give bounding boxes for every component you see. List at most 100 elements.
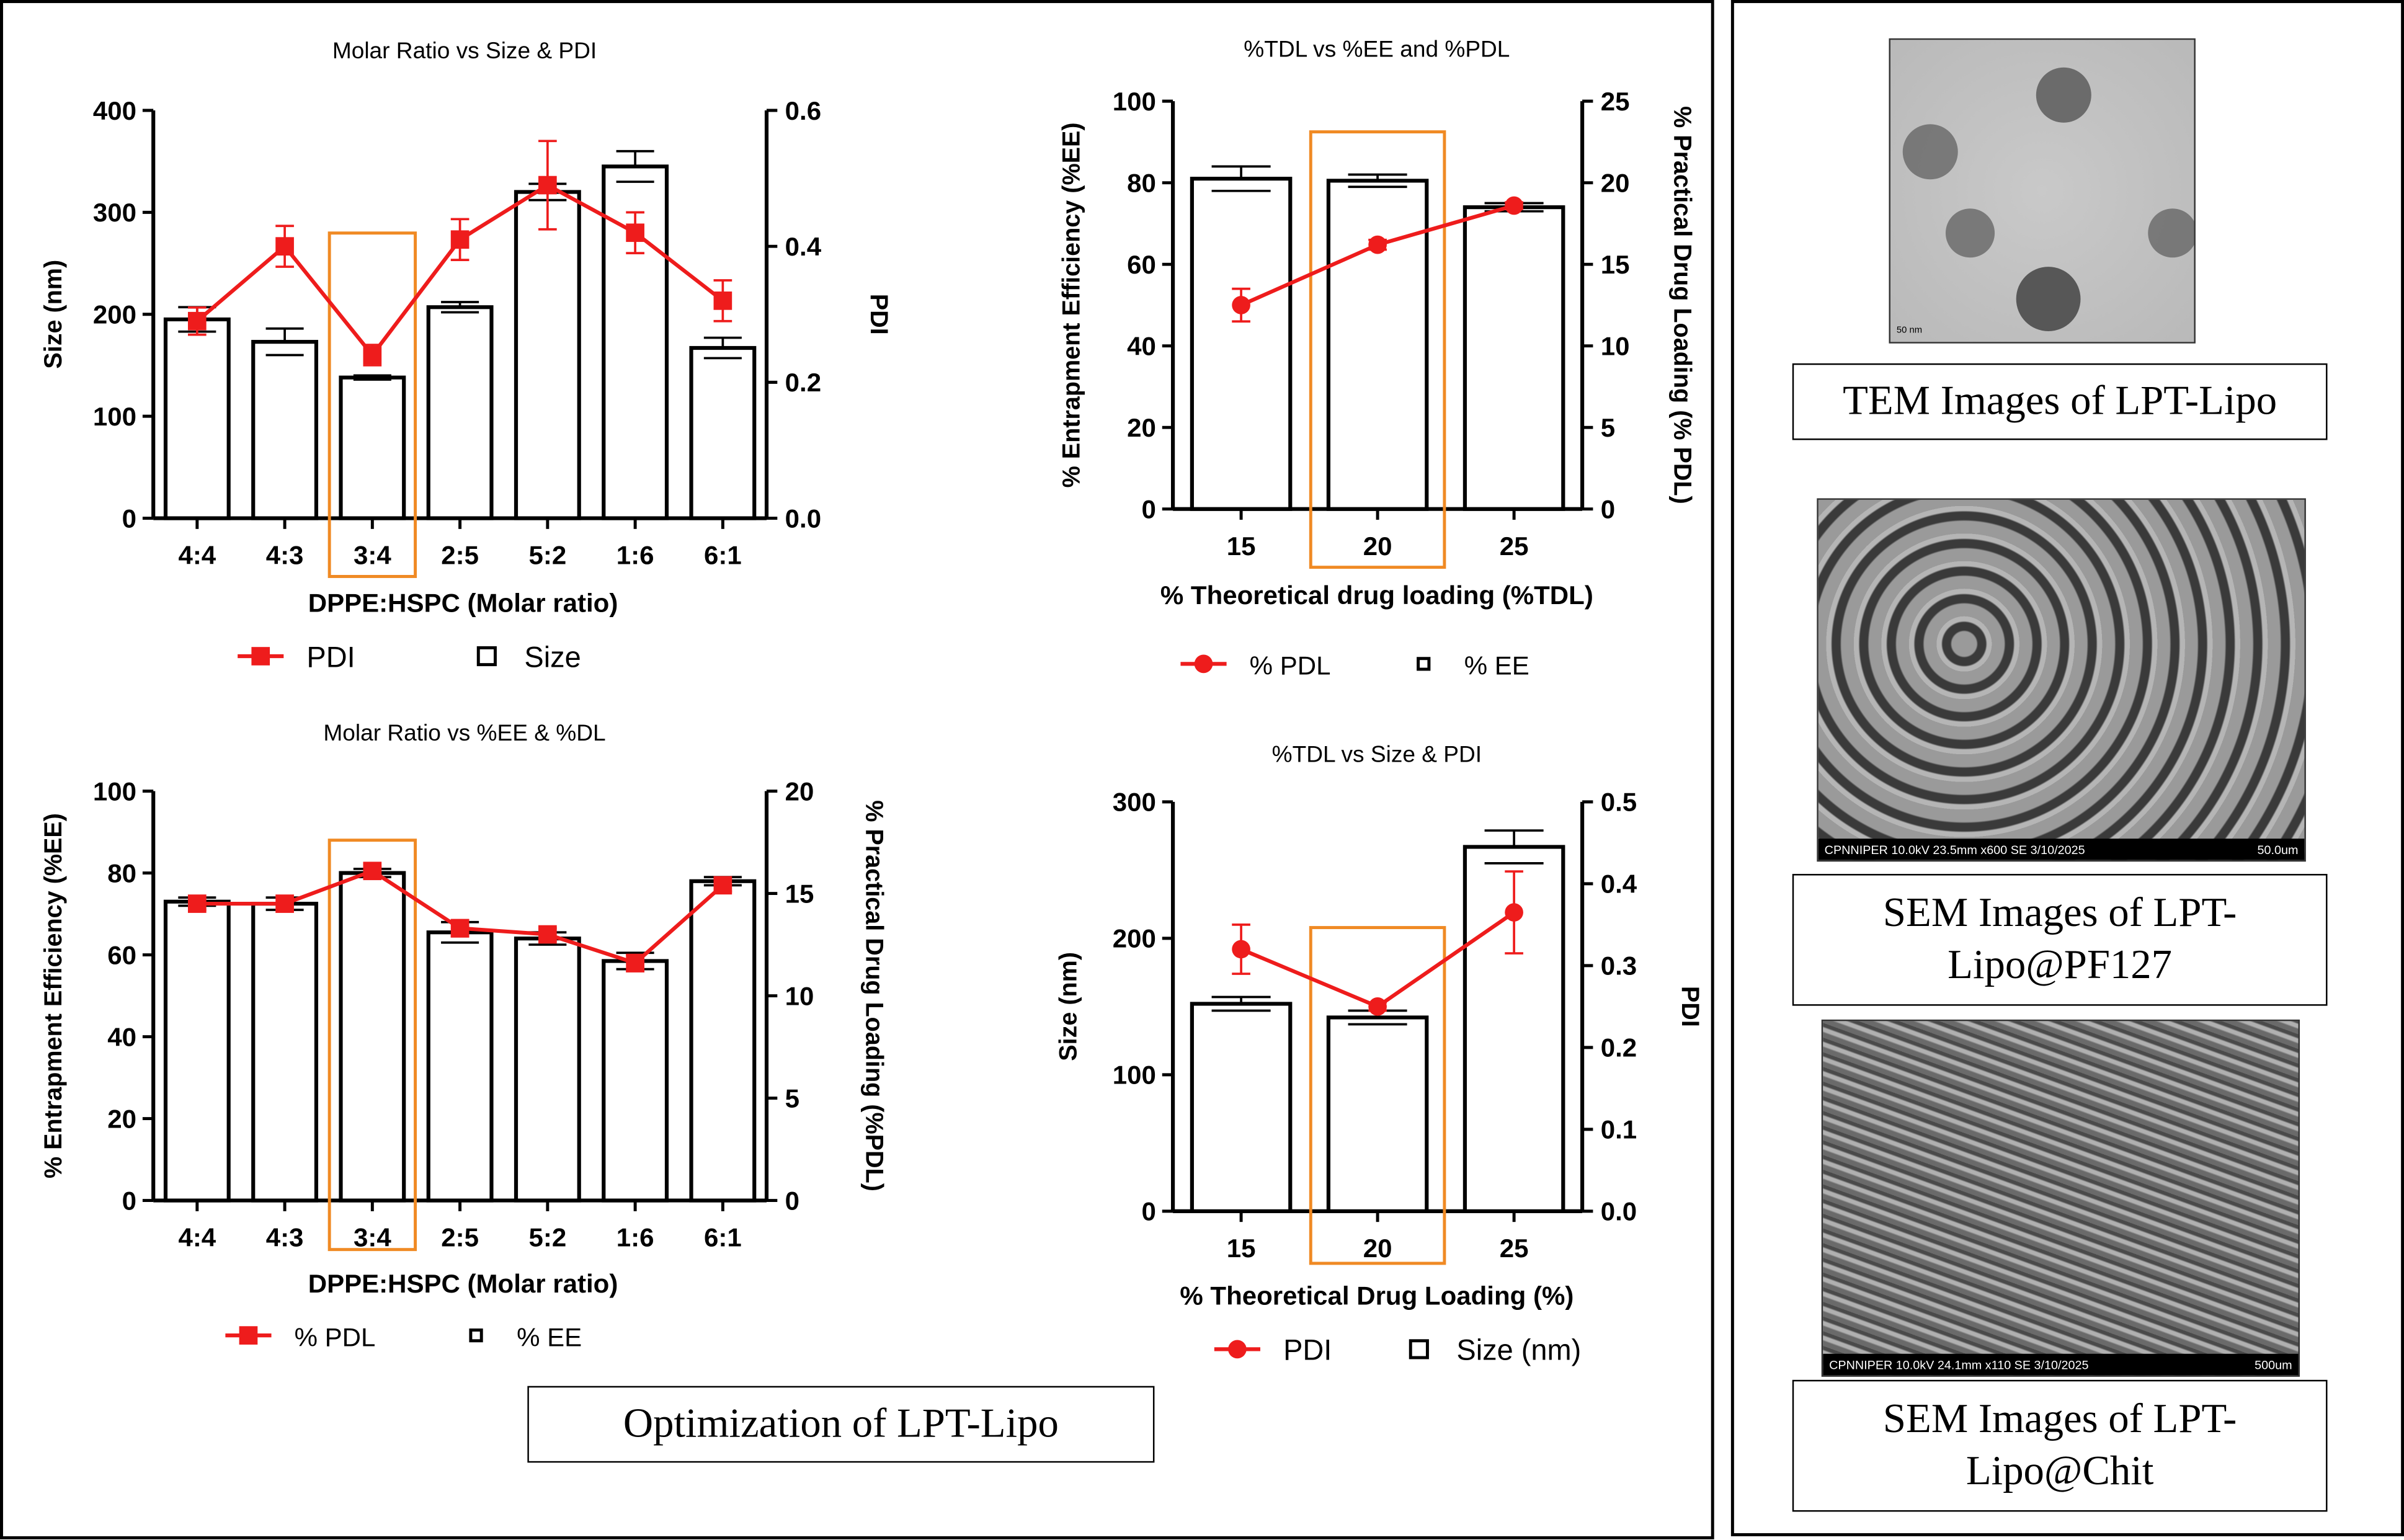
y-tick-label: 0 [1142, 1197, 1156, 1226]
y2-axis-label: PDI [1676, 986, 1704, 1027]
x-tick-label: 3:4 [354, 541, 391, 570]
y-tick-label: 80 [107, 858, 136, 888]
sem-pf127-caption: SEM Images of LPT-Lipo@PF127 [1792, 874, 2328, 1006]
y-axis-label: Size (nm) [1054, 952, 1082, 1061]
y-tick-label: 100 [1113, 1061, 1156, 1090]
y2-tick-label: 0 [785, 1186, 799, 1215]
sem-image-pf127: CPNNIPER 10.0kV 23.5mm x600 SE 3/10/2025… [1817, 498, 2306, 862]
x-tick-label: 2:5 [441, 1223, 479, 1252]
y2-tick-label: 20 [1601, 168, 1630, 197]
y-tick-label: 300 [93, 198, 136, 227]
line-point [275, 237, 294, 256]
line-point [187, 311, 207, 331]
optimization-panel [0, 0, 1714, 1539]
y2-tick-label: 0.5 [1601, 788, 1637, 817]
legend-line-marker [239, 1326, 258, 1345]
legend-bar-label: Size [524, 640, 581, 673]
y2-tick-label: 10 [785, 981, 814, 1010]
chart-title: %TDL vs %EE and %PDL [1244, 35, 1510, 61]
bar [1190, 1002, 1293, 1213]
bar [689, 879, 757, 1203]
bar [426, 305, 494, 520]
y-tick-label: 0 [1142, 495, 1156, 524]
y2-tick-label: 20 [785, 777, 814, 806]
x-tick-label: 15 [1227, 1234, 1256, 1263]
particle [2148, 208, 2194, 258]
y2-tick-label: 5 [785, 1084, 799, 1113]
tem-image: 50 nm [1889, 38, 2196, 344]
y2-tick-label: 0.3 [1601, 951, 1637, 981]
sem-scale: 500um [2255, 1357, 2292, 1372]
line-point [1505, 903, 1523, 922]
highlight-box [1309, 926, 1446, 1265]
bar [1326, 179, 1429, 511]
chart-0: Molar Ratio vs Size & PDI 0 100 200 300 400 0.… [40, 37, 893, 673]
y2-tick-label: 0.6 [785, 96, 821, 125]
line-point [187, 894, 207, 913]
line-point [275, 894, 294, 913]
x-tick-label: 15 [1227, 532, 1256, 561]
line-point [626, 223, 644, 243]
x-tick-label: 1:6 [617, 1223, 654, 1252]
characterization-panel [1730, 0, 2404, 1536]
line-point [1368, 997, 1387, 1016]
legend-bar-label: % EE [517, 1322, 582, 1351]
line-point [713, 292, 732, 310]
legend-line-marker [1194, 654, 1213, 674]
line-point [538, 176, 557, 195]
sem-chit-caption: SEM Images of LPT-Lipo@Chit [1792, 1379, 2328, 1512]
particle [2036, 67, 2091, 123]
legend-bar-swatch [476, 646, 497, 667]
line-point [1232, 940, 1250, 959]
x-axis-label: % Theoretical Drug Loading (%) [1180, 1281, 1574, 1311]
bar [251, 340, 319, 520]
line-point [626, 953, 644, 973]
bar [514, 190, 581, 520]
bar [514, 937, 581, 1203]
y-tick-label: 0 [122, 504, 136, 533]
y2-tick-label: 0.0 [1601, 1197, 1637, 1226]
y2-tick-label: 0.0 [785, 504, 821, 533]
sem-scale: 50.0um [2257, 842, 2299, 857]
x-tick-label: 6:1 [704, 1223, 742, 1252]
main-caption: Optimization of LPT-Lipo [527, 1386, 1155, 1463]
x-tick-label: 25 [1500, 1234, 1529, 1263]
tem-scale-label: 50 nm [1896, 326, 1923, 336]
y-axis-label: % Entrapment Efficiency (%EE) [1057, 122, 1085, 487]
x-tick-label: 5:2 [528, 541, 566, 570]
x-tick-label: 5:2 [528, 1223, 566, 1252]
line-point [1505, 196, 1523, 215]
legend-bar-label: % EE [1464, 651, 1529, 680]
x-tick-label: 20 [1363, 1234, 1392, 1263]
line-point [363, 345, 382, 365]
particle [2016, 267, 2081, 331]
x-tick-label: 4:4 [178, 541, 216, 570]
y-tick-label: 400 [93, 96, 136, 125]
bar [1326, 1015, 1429, 1213]
highlight-box [327, 839, 417, 1252]
line-point [450, 919, 470, 938]
y2-tick-label: 5 [1601, 413, 1615, 442]
legend-bar-swatch [469, 1328, 483, 1343]
y2-tick-label: 15 [1601, 250, 1630, 279]
legend-line-label: PDI [1283, 1333, 1332, 1366]
x-tick-label: 2:5 [441, 541, 479, 570]
y-tick-label: 40 [1127, 332, 1156, 361]
bar [163, 899, 231, 1203]
legend-bar-swatch [1409, 1339, 1429, 1360]
chart-title: Molar Ratio vs Size & PDI [332, 37, 597, 63]
y2-tick-label: 0.2 [785, 368, 821, 397]
bar [251, 901, 319, 1203]
bar [602, 959, 669, 1203]
y-tick-label: 0 [122, 1186, 136, 1215]
line-point [363, 861, 382, 881]
y-tick-label: 60 [107, 940, 136, 969]
legend-line-label: % PDL [1250, 651, 1331, 680]
y-tick-label: 60 [1127, 250, 1156, 279]
x-tick-label: 6:1 [704, 541, 742, 570]
y2-tick-label: 25 [1601, 87, 1630, 116]
bar [1462, 205, 1565, 511]
x-axis-label: DPPE:HSPC (Molar ratio) [308, 588, 618, 617]
particle [1945, 208, 1995, 258]
y-tick-label: 80 [1127, 168, 1156, 197]
